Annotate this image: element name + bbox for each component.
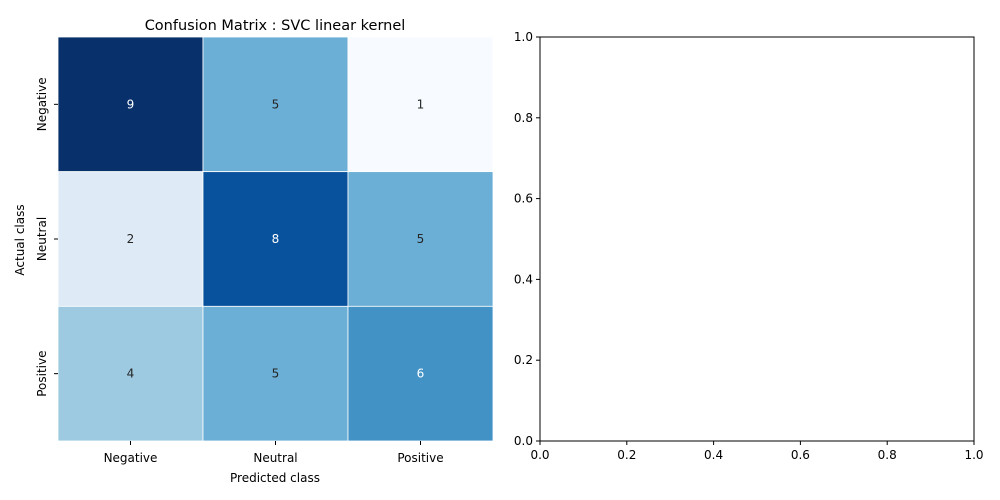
axes-x-tick-label: 0.0 <box>530 448 549 462</box>
heatmap-cell-value: 4 <box>127 367 135 381</box>
heatmap-y-tick-label: Negative <box>35 77 49 131</box>
heatmap-panel: Confusion Matrix : SVC linear kernel 9 5 1… <box>13 18 494 485</box>
heatmap-x-ticks: Negative Neutral Positive <box>104 441 444 465</box>
axes-y-tick-label: 0.4 <box>514 272 533 286</box>
axes-y-tick-label: 0.6 <box>514 192 533 206</box>
heatmap-cell-value: 6 <box>417 367 425 381</box>
axes-x-tick-label: 0.8 <box>878 448 897 462</box>
heatmap-cell <box>347 305 494 442</box>
heatmap-y-tick-label: Positive <box>35 351 49 397</box>
empty-axes-x-ticks: 0.0 0.2 0.4 0.6 0.8 1.0 <box>530 441 984 462</box>
heatmap-cell <box>57 171 204 307</box>
empty-axes-panel: 0.0 0.2 0.4 0.6 0.8 1.0 0.0 0.2 0.4 0.6 0.8 1.0 <box>514 30 984 462</box>
heatmap-cells: 9 5 1 2 8 5 4 5 6 <box>57 36 494 442</box>
heatmap-cell-value: 9 <box>127 97 135 111</box>
heatmap-cell-value: 8 <box>272 232 280 246</box>
empty-axes-y-ticks: 0.0 0.2 0.4 0.6 0.8 1.0 <box>514 30 540 448</box>
heatmap-title: Confusion Matrix : SVC linear kernel <box>145 18 406 34</box>
heatmap-cell-value: 5 <box>272 367 280 381</box>
axes-x-tick-label: 0.6 <box>791 448 810 462</box>
heatmap-x-tick-label: Negative <box>104 451 158 465</box>
heatmap-cell <box>57 305 204 442</box>
heatmap-y-axis-label: Actual class <box>13 204 27 275</box>
heatmap-cell-value: 5 <box>272 97 280 111</box>
axes-y-tick-label: 0.2 <box>514 353 533 367</box>
axes-y-tick-label: 0.0 <box>514 434 533 448</box>
axes-x-tick-label: 0.4 <box>704 448 723 462</box>
axes-y-tick-label: 0.8 <box>514 111 533 125</box>
heatmap-y-tick-label: Neutral <box>35 217 49 261</box>
heatmap-cell <box>202 305 349 442</box>
heatmap-cell-value: 2 <box>127 232 135 246</box>
heatmap-x-tick-label: Neutral <box>253 451 297 465</box>
heatmap-y-ticks: Negative Neutral Positive <box>35 77 58 397</box>
heatmap-x-tick-label: Positive <box>397 451 443 465</box>
heatmap-cell-value: 1 <box>417 97 425 111</box>
empty-axes-frame <box>539 36 975 442</box>
axes-x-tick-label: 1.0 <box>964 448 983 462</box>
heatmap-cell <box>347 171 494 307</box>
heatmap-cell-value: 5 <box>417 232 425 246</box>
axes-x-tick-label: 0.2 <box>617 448 636 462</box>
heatmap-cell <box>57 36 204 173</box>
axes-y-tick-label: 1.0 <box>514 30 533 44</box>
heatmap-cell <box>202 36 349 173</box>
heatmap-x-axis-label: Predicted class <box>230 471 320 485</box>
heatmap-cell <box>347 36 494 173</box>
